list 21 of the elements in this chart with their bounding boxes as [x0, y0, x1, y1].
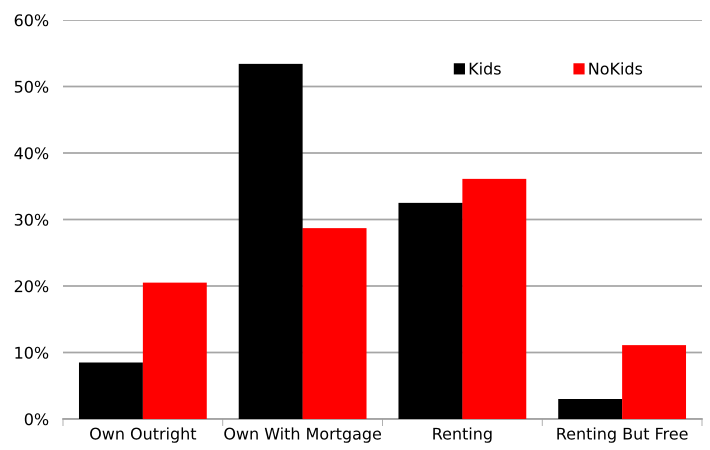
bar: [238, 64, 303, 419]
bar: [558, 399, 622, 419]
x-tick-label: Own With Mortgage: [224, 427, 381, 443]
legend-label: NoKids: [589, 62, 642, 75]
y-tick-label: 20%: [14, 280, 48, 292]
bar: [302, 228, 367, 419]
x-tick-label: Renting: [433, 427, 492, 443]
y-tick-label: 40%: [14, 147, 48, 160]
bar: [462, 178, 526, 419]
bar: [78, 362, 143, 419]
bar: [622, 345, 686, 419]
y-tick-label: 10%: [15, 346, 48, 359]
x-tick-label: Renting But Free: [557, 427, 688, 443]
y-tick-label: 50%: [14, 80, 48, 93]
y-tick-label: 30%: [14, 214, 48, 226]
legend-label: Kids: [470, 62, 501, 75]
y-tick-label: 60%: [14, 14, 48, 26]
x-tick-label: Own Outright: [90, 427, 196, 443]
bar: [142, 282, 207, 419]
y-tick-label: 0%: [24, 413, 48, 426]
bar: [398, 202, 462, 419]
